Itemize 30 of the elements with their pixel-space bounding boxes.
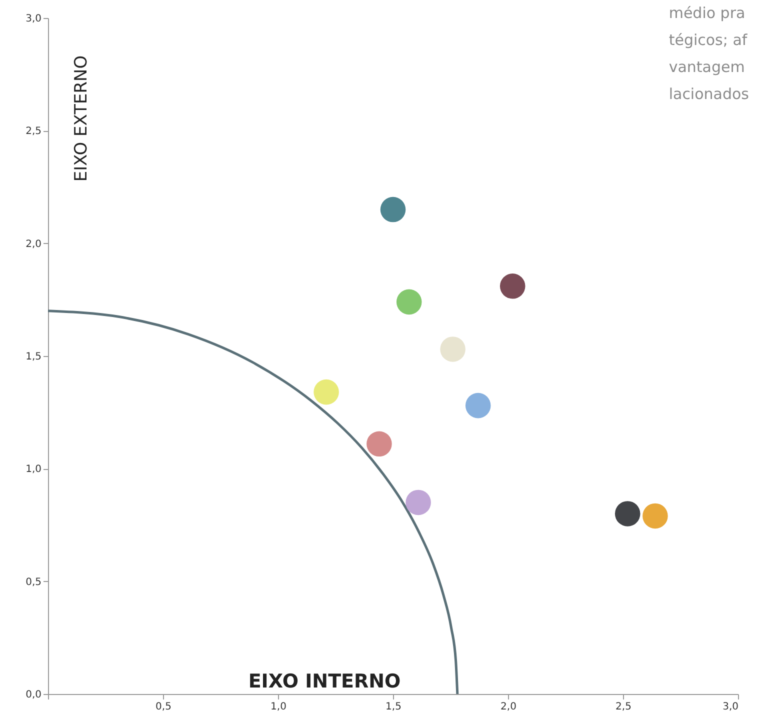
x-tick-label: 1,5 (386, 702, 402, 712)
point (314, 379, 339, 405)
point (500, 274, 526, 299)
y-tick-label: 2,5 (26, 126, 42, 138)
x-tick-label: 3,0 (722, 702, 738, 712)
annotation: vantagem (668, 57, 746, 78)
x-tick-label: 1,0 (270, 702, 286, 712)
y-tick-label: 3,0 (26, 14, 42, 24)
point (465, 392, 491, 418)
point (380, 196, 406, 222)
annotation: tégicos; af (668, 30, 748, 51)
x-tick-label: 2,5 (616, 702, 632, 712)
point (366, 431, 392, 457)
y-tick-label: 2,0 (26, 238, 42, 250)
point (406, 490, 431, 516)
y-tick-label: 0,5 (26, 576, 42, 588)
x-tick-label: 2,0 (500, 702, 516, 712)
y-tick-label: 1,0 (26, 464, 42, 476)
point (440, 336, 466, 362)
y-tick-label: 1,5 (26, 352, 42, 362)
line-series (46, 310, 459, 696)
point (396, 289, 422, 315)
point (614, 501, 640, 526)
point (642, 503, 668, 529)
y-tick-label: 0,0 (26, 690, 42, 700)
annotation: médio pra (668, 3, 746, 24)
x-axis-title: EIXO INTERNO (248, 670, 401, 692)
annotation: lacionados (668, 84, 749, 105)
y-axis-title: EIXO EXTERNO (72, 55, 92, 182)
x-tick-label: 0,5 (156, 702, 172, 712)
